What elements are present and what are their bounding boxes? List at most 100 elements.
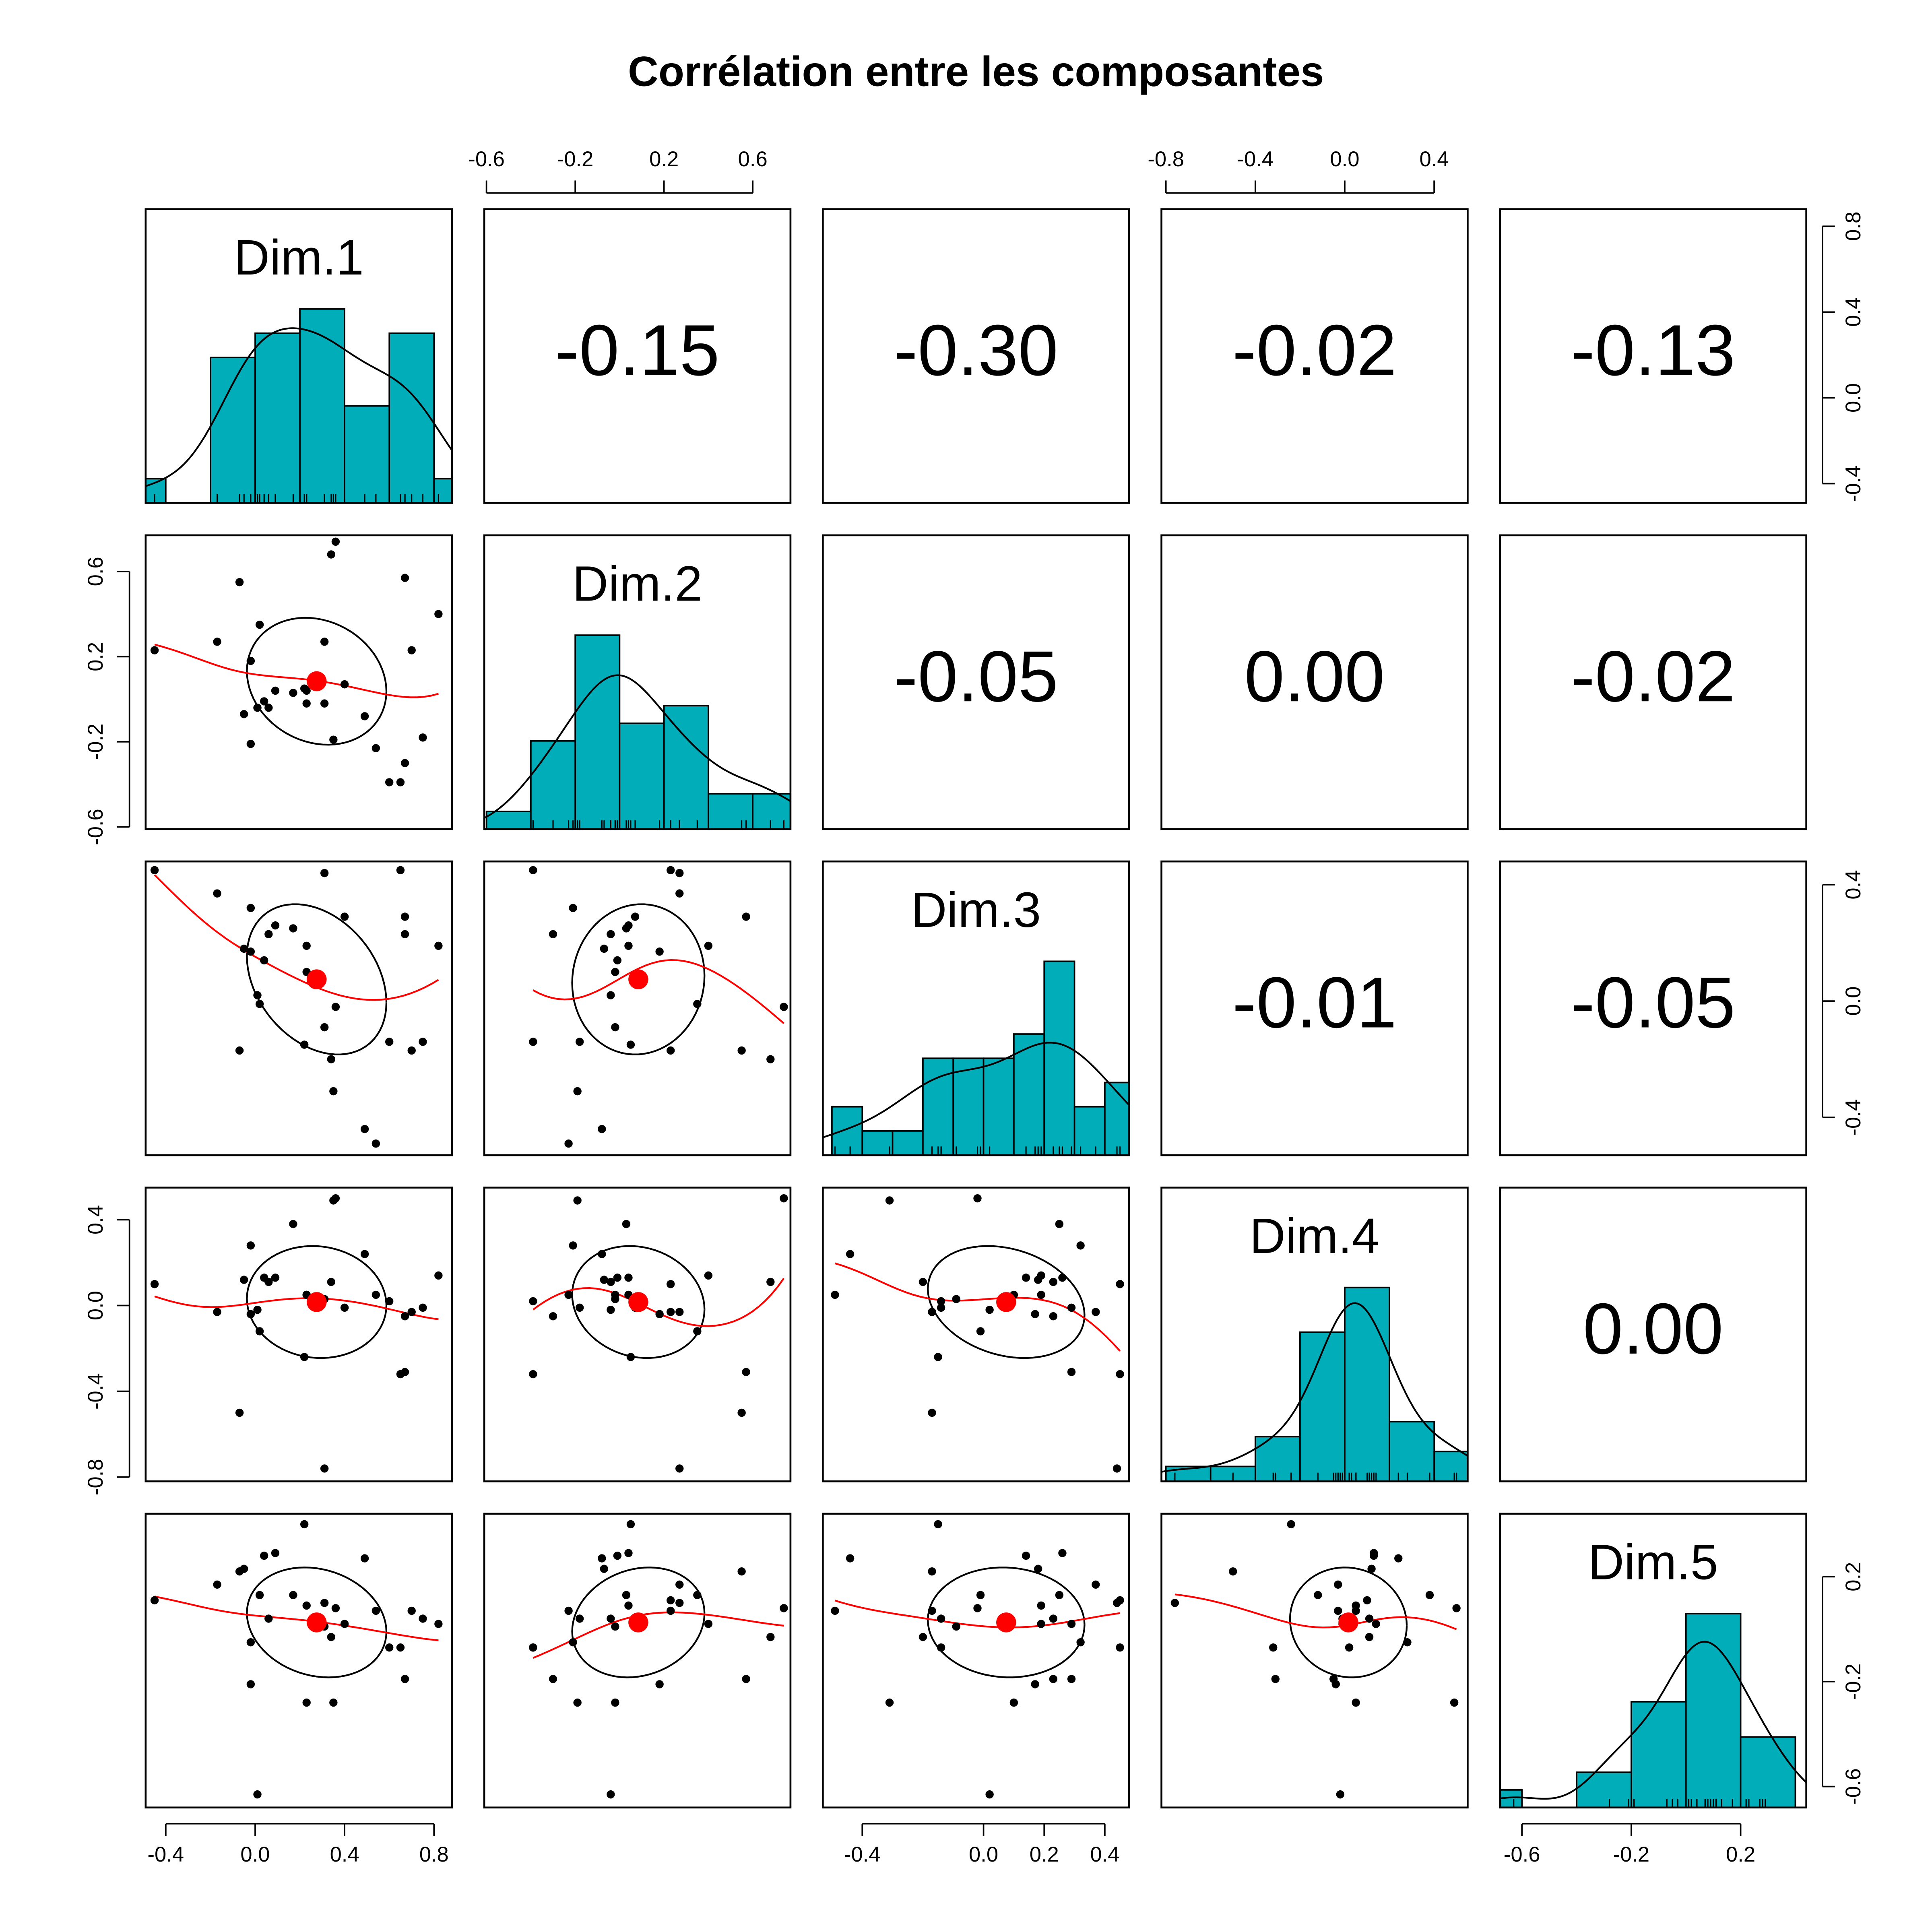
scatter-point [607,1614,615,1623]
scatter-point [529,866,537,875]
smooth-line [533,959,784,1024]
scatter-point [400,1675,409,1683]
scatter-point [831,1606,839,1615]
scatter-point [329,1087,338,1096]
scatter-point [919,1633,927,1641]
scatter-point [780,1194,788,1203]
scatter-point [1037,1271,1045,1280]
scatter-point [240,1276,248,1284]
scatter-point [213,1308,221,1316]
correlation-value: -0.05 [1571,963,1736,1043]
scatter-point [666,1308,675,1316]
scatter-point [360,712,369,720]
scatter-point [666,1596,675,1605]
scatter-point [611,1023,619,1032]
scatter-point [1037,1601,1045,1610]
scatter-point [396,778,405,786]
scatter-point [529,1038,537,1046]
y-tick-label: -0.6 [1841,1768,1865,1805]
correlation-value: -0.02 [1232,310,1397,391]
scatter-point [1365,1633,1374,1641]
histogram-bar [892,1130,924,1156]
correlation-ellipse [927,1245,1086,1359]
scatter-point [264,1614,273,1623]
scatter-point [666,866,675,875]
scatter-point [626,1353,635,1361]
scatter-point [1067,1675,1076,1683]
panel-frame [1160,860,1469,1156]
scatter-point [655,1310,664,1319]
scatter-point [846,1250,855,1258]
panel-frame [822,1513,1130,1809]
scatter-point [575,1038,584,1046]
scatter-point [320,638,329,646]
scatter-point [400,930,409,939]
scatter-point [407,1046,416,1055]
y-tick-label: -0.8 [84,1459,107,1495]
density-curve [823,1042,1129,1138]
scatter-point [622,1591,631,1600]
scatter-point [624,1274,633,1282]
scatter-point [255,1000,264,1008]
scatter-point [885,1698,894,1707]
scatter-point [150,646,159,654]
scatter-point [766,1278,775,1286]
x-tick-label: -0.4 [148,1843,184,1866]
scatter-point [693,1000,702,1008]
density-curve [1500,1641,1806,1800]
scatter-point [928,1308,936,1316]
y-tick-label: -0.2 [84,724,107,760]
scatter-point [1049,1278,1058,1286]
scatter-point [1336,1790,1345,1799]
scatter-point [1058,1274,1067,1282]
scatter-point [271,686,280,695]
scatter-point [400,912,409,921]
scatter-point [973,1194,982,1203]
scatter-point [600,944,609,953]
scatter-point [928,1408,936,1417]
scatter-point [529,1297,537,1306]
histogram-bar [344,405,390,503]
y-tick-label: 0.6 [84,557,107,586]
scatter-point [1334,1580,1342,1589]
scatter-point [331,1003,340,1011]
scatter-point [300,1520,309,1529]
histogram-bar [1104,1082,1129,1156]
scatter-point [246,740,255,748]
x-tick-label: -0.2 [1613,1843,1650,1866]
mean-point [996,1612,1016,1633]
scatter-point [300,1353,309,1361]
scatter-point [985,1790,994,1799]
scatter-point [1116,1643,1124,1652]
scatter-point [302,686,311,695]
histogram-bar [530,740,576,829]
scatter-point [655,947,664,956]
histogram-bar [708,793,754,829]
scatter-point [255,1327,264,1335]
scatter-point [240,1565,248,1573]
scatter-point [419,733,427,742]
smooth-line [533,1611,784,1659]
scatter-point [1116,1280,1124,1288]
scatter-point [529,1370,537,1379]
scatter-point [693,1327,702,1335]
scatter-point [320,869,329,877]
scatter-point [575,1303,584,1312]
scatter-point [976,1591,985,1600]
scatter-point [240,944,248,953]
histogram-bar [983,1057,1015,1156]
scatter-point [300,1040,309,1049]
scatter-point [573,1698,582,1707]
scatter-point [675,1464,684,1473]
correlation-ellipse [246,617,388,746]
scatter-point [1031,1310,1039,1319]
scatter-point [622,1220,631,1228]
y-tick-label: -0.4 [1841,465,1865,502]
y-tick-label: 0.0 [1841,987,1865,1016]
smooth-line [533,1278,785,1327]
scatter-point [331,1604,340,1612]
scatter-point [1352,1698,1360,1707]
scatter-point [1034,1565,1042,1573]
scatter-point [407,1606,416,1615]
